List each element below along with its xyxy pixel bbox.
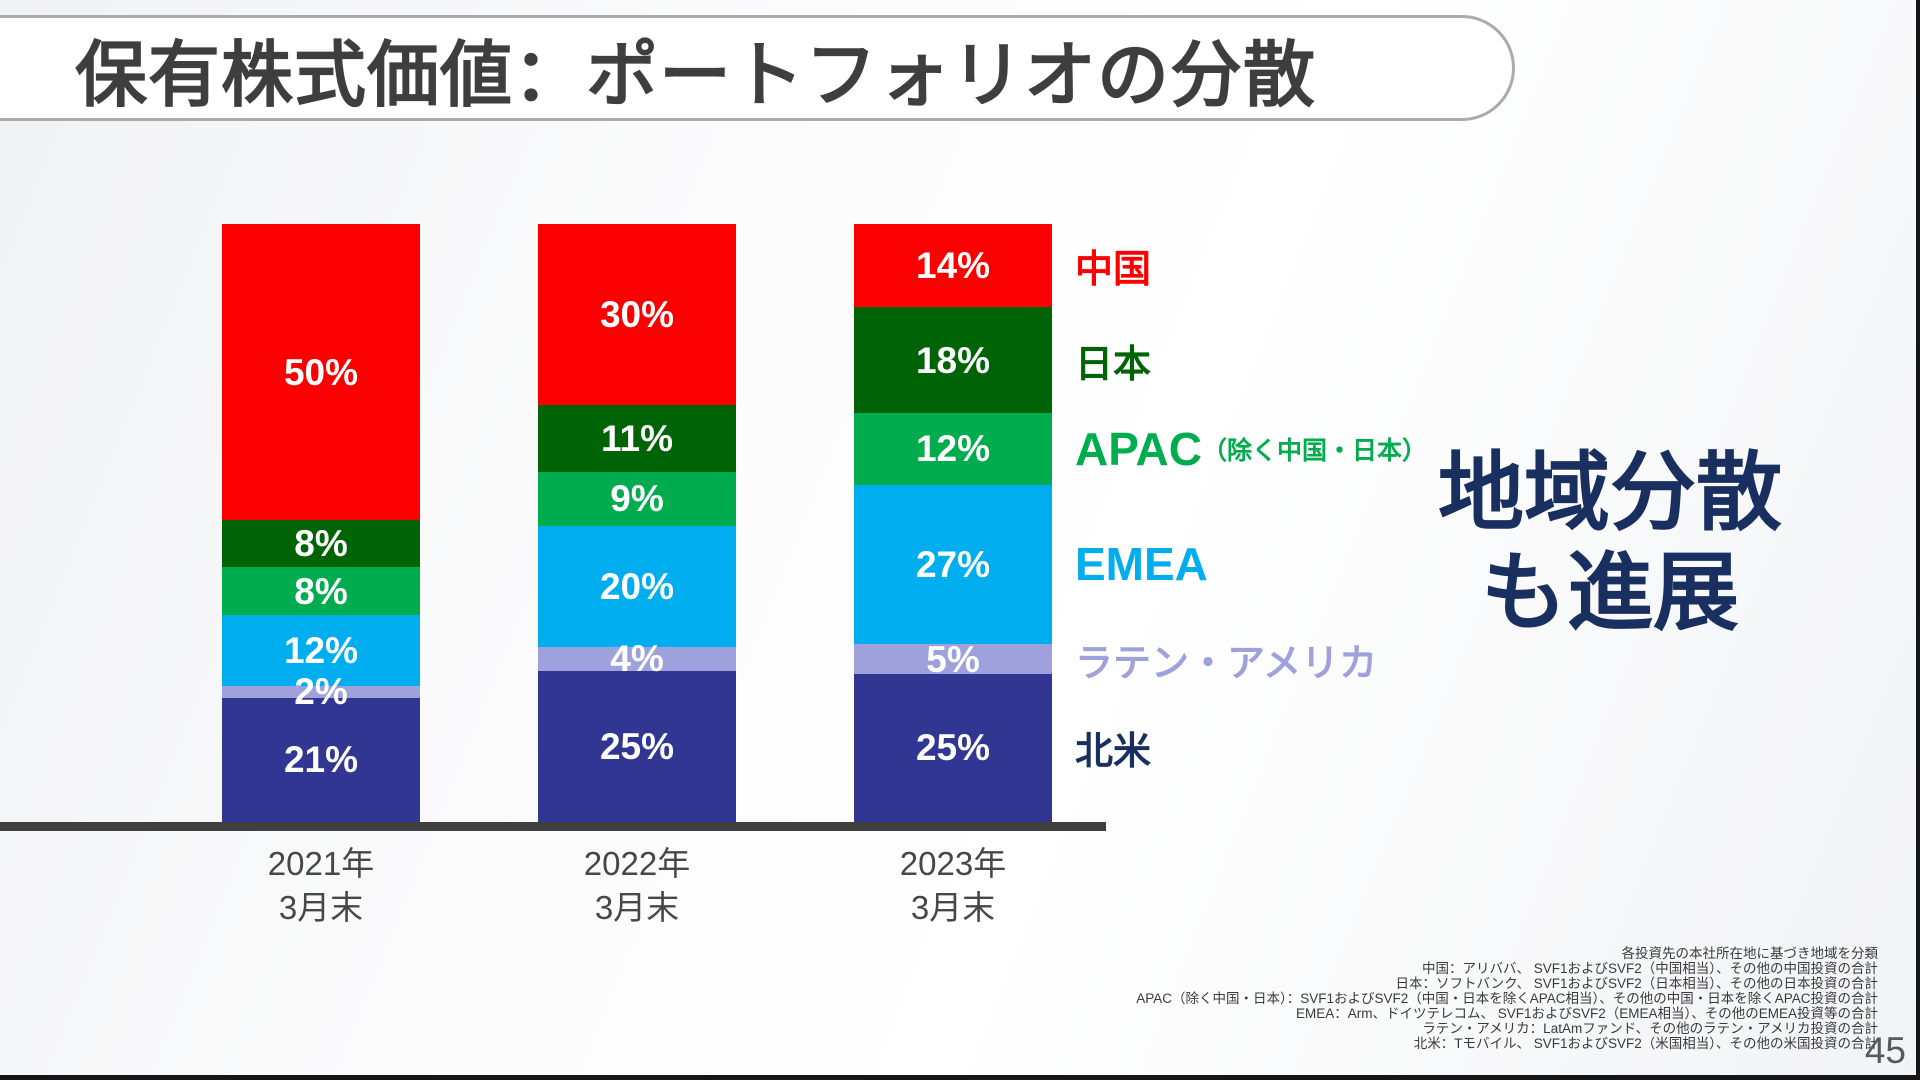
bar-segment: 14% <box>854 224 1052 307</box>
segment-value-label: 4% <box>610 638 664 680</box>
segment-value-label: 8% <box>294 523 348 565</box>
bar-segment: 8% <box>222 520 420 568</box>
segment-value-label: 14% <box>915 244 991 286</box>
segment-value-label: 20% <box>599 565 675 607</box>
bar-2: 30% 11% 9% 20% 4% 25% <box>538 224 736 822</box>
legend-label: APAC <box>1075 422 1202 475</box>
legend-label: ラテン・アメリカ <box>1075 642 1378 685</box>
page-number: 45 <box>1864 1030 1906 1071</box>
x-axis-line <box>0 822 1106 831</box>
footnotes: 各投資先の本社所在地に基づき地域を分類 中国：アリババ、 SVF1およびSVF2（… <box>1136 946 1878 1051</box>
legend-label: 中国 <box>1075 248 1152 291</box>
footnote-line: 各投資先の本社所在地に基づき地域を分類 <box>1621 946 1879 961</box>
bar-segment: 25% <box>854 673 1052 822</box>
bar-segment: 21% <box>222 697 420 822</box>
headline-line2: も進展 <box>1481 544 1739 641</box>
legend-item: APAC （除く中国・日本） <box>1075 413 1495 484</box>
segment-value-label: 18% <box>915 339 991 381</box>
segment-value-label: 12% <box>915 428 991 470</box>
footnote-line: 日本：ソフトバンク、 SVF1およびSVF2（日本相当）、その他の日本投資の合計 <box>1395 976 1879 991</box>
legend-item: ラテン・アメリカ <box>1075 643 1495 685</box>
bar-segment: 12% <box>854 413 1052 485</box>
legend-item: 北米 <box>1075 674 1495 822</box>
bar-segment: 2% <box>222 673 420 710</box>
legend-label: 日本 <box>1075 343 1152 386</box>
bar-segment: 27% <box>854 484 1052 645</box>
footnote-line: ラテン・アメリカ：LatAmファンド、その他のラテン・アメリカ投資の合計 <box>1422 1021 1878 1036</box>
bar-segment: 4% <box>538 640 736 677</box>
screen-bottom-edge <box>0 1075 1920 1080</box>
headline-line1: 地域分散 <box>1438 445 1782 541</box>
bar-1: 50% 8% 8% 12% 2% 21% <box>222 224 420 822</box>
segment-value-label: 9% <box>610 478 664 520</box>
bar-segment: 11% <box>538 405 736 472</box>
bar-segment: 12% <box>222 614 420 686</box>
footnote-line: APAC（除く中国・日本）：SVF1およびSVF2（中国・日本を除くAPAC相当… <box>1136 991 1878 1006</box>
legend-sublabel: （除く中国・日本） <box>1201 436 1427 465</box>
bar-segment: 18% <box>854 306 1052 414</box>
bar-segment: 8% <box>222 567 420 615</box>
slide-title: 保有株式価値：ポートフォリオの分散 <box>75 35 1317 116</box>
x-axis-label: 2023年 3月末 <box>899 845 1007 926</box>
segment-value-label: 8% <box>294 570 348 612</box>
segment-value-label: 11% <box>600 417 673 459</box>
segment-value-label: 30% <box>599 294 675 336</box>
legend-item: EMEA <box>1075 485 1495 645</box>
segment-value-label: 2% <box>294 671 348 713</box>
footnote-line: 中国：アリババ、 SVF1およびSVF2（中国相当）、その他の中国投資の合計 <box>1421 961 1878 976</box>
x-axis-label: 2022年 3月末 <box>583 845 691 926</box>
bar-segment: 25% <box>538 670 736 822</box>
segment-value-label: 25% <box>599 725 675 767</box>
legend-item: 中国 <box>1075 224 1495 307</box>
bar-segment: 30% <box>538 224 736 406</box>
footnote-line: EMEA：Arm、ドイツテレコム、 SVF1およびSVF2（EMEA相当）、その… <box>1295 1006 1878 1021</box>
bar-segment: 50% <box>222 224 420 521</box>
legend-item: 日本 <box>1075 307 1495 414</box>
legend-label: EMEA <box>1075 538 1208 591</box>
segment-value-label: 12% <box>283 629 359 671</box>
x-axis-label: 2021年 3月末 <box>267 845 375 926</box>
bar-segment: 9% <box>538 471 736 526</box>
segment-value-label: 27% <box>915 543 991 585</box>
bar-segment: 5% <box>854 641 1052 678</box>
segment-value-label: 21% <box>283 739 359 781</box>
segment-value-label: 25% <box>915 727 991 769</box>
bar-segment: 20% <box>538 526 736 647</box>
footnote-line: 北米：Tモバイル、 SVF1およびSVF2（米国相当）、その他の米国投資の合計 <box>1413 1036 1878 1051</box>
headline-text: 地域分散 も進展 <box>1408 444 1812 644</box>
screen-right-edge <box>1916 0 1920 1080</box>
slide-title-box: 保有株式価値：ポートフォリオの分散 <box>0 15 1515 121</box>
legend-label: 北米 <box>1075 731 1152 774</box>
segment-value-label: 50% <box>283 351 359 393</box>
chart-legend: 中国日本 APAC （除く中国・日本） EMEA ラテン・アメリカ 北米 <box>1075 224 1495 822</box>
segment-value-label: 5% <box>926 638 980 680</box>
bar-3: 14% 18% 12% 27% 5% 25% <box>854 224 1052 822</box>
